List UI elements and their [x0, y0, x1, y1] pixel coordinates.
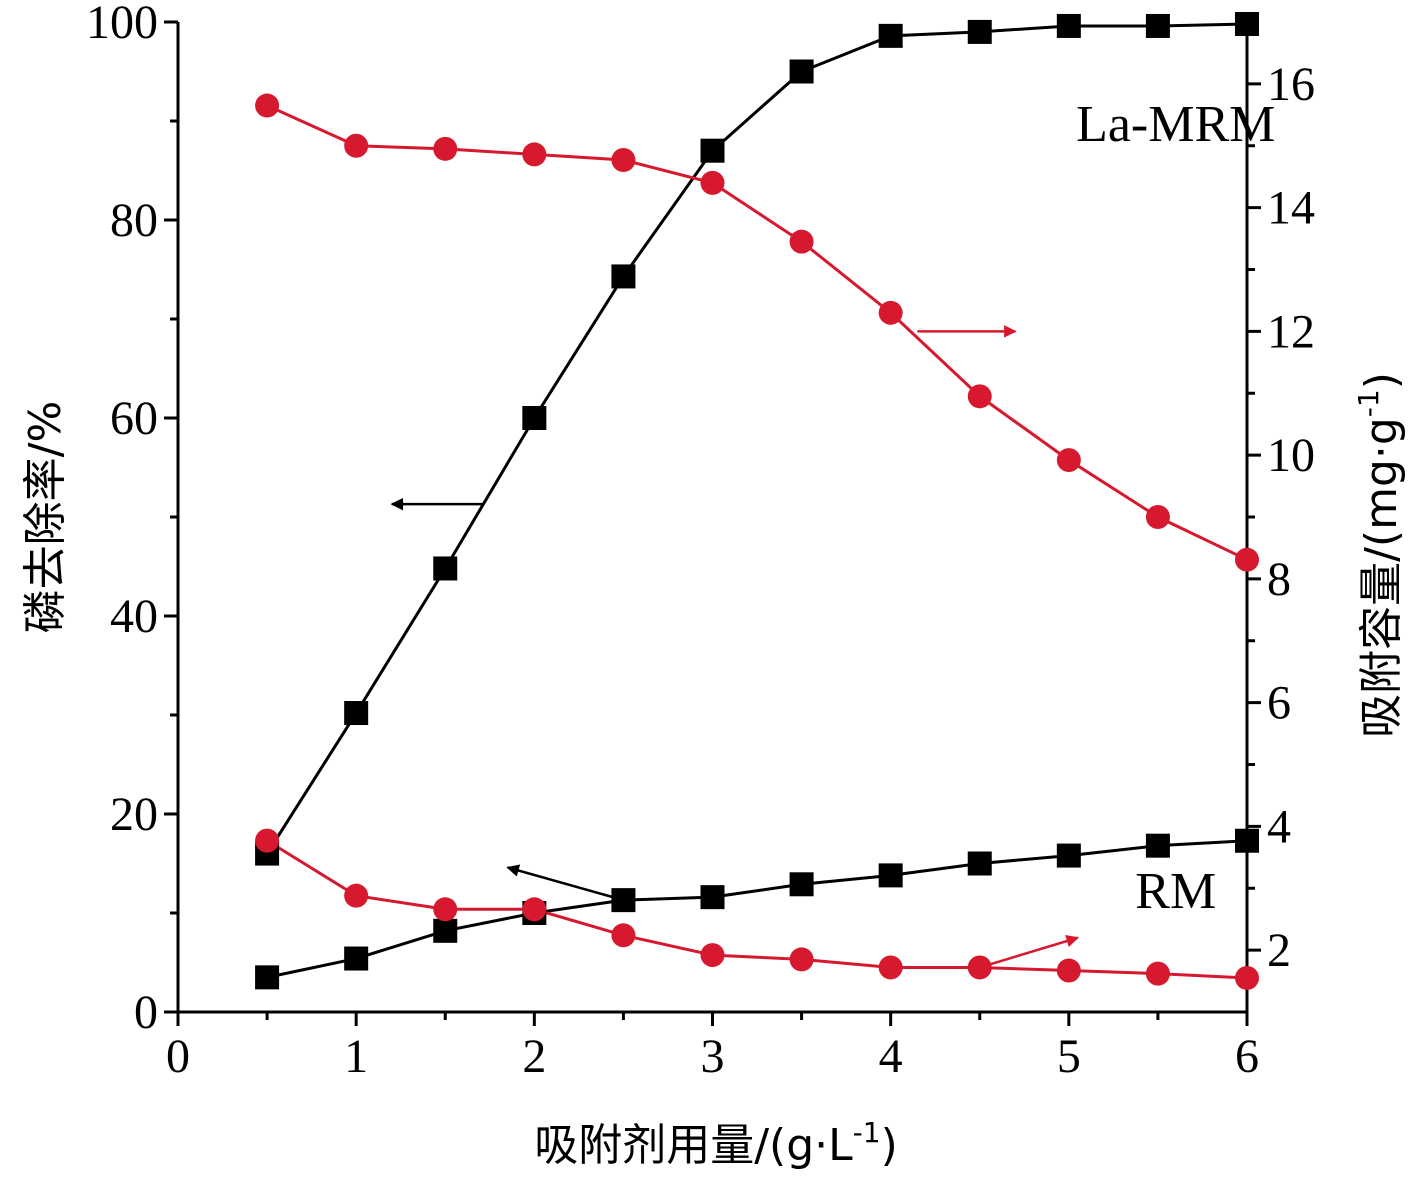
data-point-circle [522, 897, 547, 922]
series-line-1 [266, 104, 1248, 562]
data-point-circle [967, 384, 992, 409]
left-tick-label: 80 [110, 194, 158, 247]
right-axis-title-end: ) [1356, 372, 1407, 389]
data-point-circle [789, 229, 814, 254]
annotation-label-0: La-MRM [1076, 96, 1275, 153]
data-point-square [1056, 843, 1081, 868]
data-point-circle [611, 147, 636, 172]
data-point-circle [878, 955, 903, 980]
right-tick-label: 14 [1267, 182, 1315, 235]
x-axis-title-end: ) [881, 1120, 898, 1171]
data-point-circle [1235, 965, 1259, 990]
data-point-square [522, 406, 547, 430]
x-tick-label: 5 [1057, 1030, 1081, 1083]
data-point-circle [1235, 547, 1259, 572]
x-tick-label: 1 [344, 1030, 368, 1083]
data-point-square [967, 19, 992, 44]
left-tick-label: 20 [110, 788, 158, 841]
axis-indicator-arrow-2 [506, 864, 624, 902]
right-tick-label: 12 [1267, 305, 1315, 358]
series-line-2 [266, 839, 1248, 979]
data-point-circle [700, 170, 725, 195]
x-axis-title-sup: -1 [853, 1116, 881, 1149]
series-layer [255, 11, 1259, 990]
data-point-circle [255, 93, 280, 118]
left-tick-label: 40 [110, 590, 158, 643]
data-point-square [1056, 13, 1081, 38]
data-point-square [1145, 833, 1170, 858]
x-tick-label: 4 [879, 1030, 903, 1083]
data-point-square [700, 138, 725, 163]
data-point-circle [1056, 448, 1081, 473]
data-point-square [344, 701, 369, 726]
data-point-square [789, 59, 814, 84]
x-tick-label: 6 [1235, 1030, 1259, 1083]
data-point-square [1235, 828, 1259, 853]
data-point-circle [1145, 961, 1170, 986]
x-axis-title-text: 吸附剂用量/(g·L [534, 1120, 853, 1171]
data-point-circle [344, 133, 369, 158]
data-point-square [433, 556, 458, 581]
x-tick-label: 2 [522, 1030, 546, 1083]
arrow-layer [390, 325, 1079, 969]
right-tick-label: 2 [1267, 924, 1291, 977]
left-tick-label: 60 [110, 392, 158, 445]
data-point-circle [878, 300, 903, 325]
left-tick-label: 100 [86, 0, 158, 49]
data-point-circle [522, 142, 547, 167]
data-point-square [1145, 13, 1170, 38]
data-point-square [789, 872, 814, 897]
data-point-circle [433, 136, 458, 161]
data-point-circle [789, 947, 814, 972]
annotation-label-1: RM [1135, 863, 1216, 920]
data-point-square [433, 918, 458, 943]
data-point-square [344, 946, 369, 971]
left-axis-title: 磷去除率/% [20, 401, 71, 634]
data-point-circle [1145, 505, 1170, 529]
x-axis-title: 吸附剂用量/(g·L-1) [534, 1116, 898, 1171]
axis-indicator-arrow-3 [979, 935, 1079, 969]
data-point-circle [255, 828, 280, 853]
data-point-square [878, 23, 903, 48]
data-point-square [967, 851, 992, 876]
right-tick-label: 16 [1267, 58, 1315, 111]
x-tick-label: 3 [701, 1030, 725, 1083]
data-point-circle [344, 883, 369, 908]
series-line-3 [266, 839, 1248, 980]
axes-frame [176, 22, 1249, 1014]
data-point-square [700, 885, 725, 910]
right-tick-label: 6 [1267, 677, 1291, 730]
right-axis-title-text: 吸附容量/(mg·g [1356, 417, 1407, 738]
data-point-square [255, 965, 280, 990]
right-axis-title-sup: -1 [1352, 389, 1385, 417]
data-point-square [878, 863, 903, 888]
series-line-0 [265, 22, 1248, 855]
data-point-square [1235, 11, 1259, 36]
annotation-layer: La-MRM RM [1076, 96, 1275, 920]
right-tick-label: 10 [1267, 429, 1315, 482]
right-tick-label: 8 [1267, 553, 1291, 606]
x-tick-label: 0 [166, 1030, 190, 1083]
right-axis-title: 吸附容量/(mg·g-1) [1352, 372, 1407, 738]
data-point-circle [700, 943, 725, 968]
data-point-circle [611, 923, 636, 948]
data-point-square [611, 264, 636, 289]
data-point-circle [433, 897, 458, 922]
left-tick-label: 0 [134, 986, 158, 1039]
data-point-circle [1056, 958, 1081, 983]
right-tick-label: 4 [1267, 800, 1291, 853]
